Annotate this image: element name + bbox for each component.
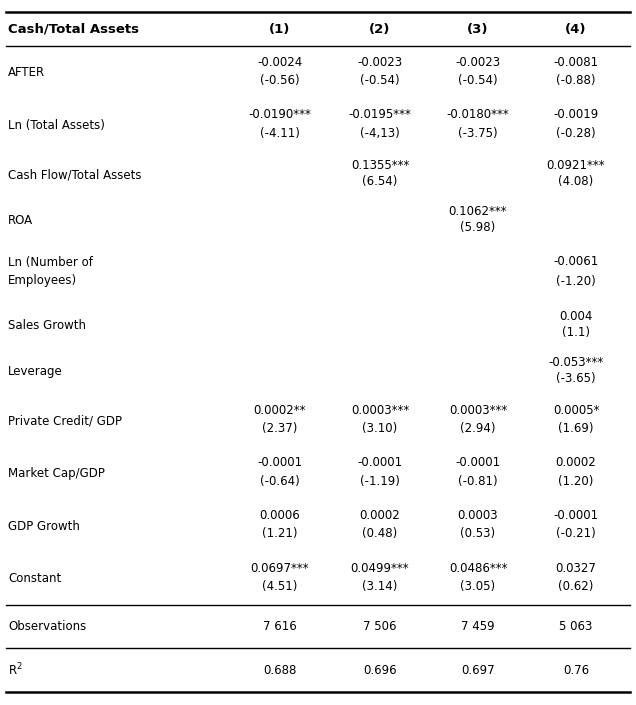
Text: Cash Flow/Total Assets: Cash Flow/Total Assets: [8, 168, 141, 181]
Text: 0.0003***: 0.0003***: [449, 404, 507, 417]
Text: -0.0001: -0.0001: [357, 456, 403, 470]
Text: (-0.21): (-0.21): [556, 527, 596, 541]
Text: (4.51): (4.51): [262, 580, 298, 593]
Text: Employees): Employees): [8, 274, 77, 287]
Text: 7 506: 7 506: [363, 620, 397, 633]
Text: (-0.56): (-0.56): [260, 74, 300, 87]
Text: 0.0002: 0.0002: [359, 509, 401, 522]
Text: (-0.54): (-0.54): [458, 74, 498, 87]
Text: (5.98): (5.98): [460, 221, 495, 234]
Text: 0.76: 0.76: [563, 663, 589, 677]
Text: (-4,13): (-4,13): [360, 127, 400, 140]
Text: (-1.19): (-1.19): [360, 474, 400, 488]
Text: (-4.11): (-4.11): [260, 127, 300, 140]
Text: 0.0697***: 0.0697***: [251, 562, 309, 575]
Text: (1.20): (1.20): [558, 474, 593, 488]
Text: -0.0001: -0.0001: [258, 456, 303, 470]
Text: -0.0001: -0.0001: [553, 509, 598, 522]
Text: 0.0005*: 0.0005*: [553, 404, 599, 417]
Text: (-0.64): (-0.64): [260, 474, 300, 488]
Text: (-3.75): (-3.75): [458, 127, 498, 140]
Text: 7 459: 7 459: [461, 620, 495, 633]
Text: -0.0081: -0.0081: [553, 56, 598, 68]
Text: (-3.65): (-3.65): [556, 372, 596, 385]
Text: (0.48): (0.48): [363, 527, 398, 541]
Text: -0.0023: -0.0023: [455, 56, 501, 68]
Text: 0.1355***: 0.1355***: [351, 159, 409, 172]
Text: (3.10): (3.10): [363, 422, 398, 435]
Text: -0.0024: -0.0024: [258, 56, 303, 68]
Text: (2): (2): [370, 23, 391, 36]
Text: (1.1): (1.1): [562, 326, 590, 339]
Text: 0.688: 0.688: [263, 663, 296, 677]
Text: -0.0180***: -0.0180***: [446, 109, 509, 121]
Text: (-0.54): (-0.54): [360, 74, 400, 87]
Text: (-1.20): (-1.20): [556, 276, 596, 288]
Text: -0.0001: -0.0001: [455, 456, 501, 470]
Text: (4): (4): [565, 23, 587, 36]
Text: (0.62): (0.62): [558, 580, 593, 593]
Text: 0.0002**: 0.0002**: [254, 404, 307, 417]
Text: (1.21): (1.21): [262, 527, 298, 541]
Text: 7 616: 7 616: [263, 620, 297, 633]
Text: R$^2$: R$^2$: [8, 662, 23, 678]
Text: 0.0486***: 0.0486***: [449, 562, 508, 575]
Text: (6.54): (6.54): [363, 175, 398, 188]
Text: 5 063: 5 063: [559, 620, 593, 633]
Text: 0.697: 0.697: [461, 663, 495, 677]
Text: -0.0023: -0.0023: [357, 56, 403, 68]
Text: Cash/Total Assets: Cash/Total Assets: [8, 23, 139, 36]
Text: (2.94): (2.94): [460, 422, 495, 435]
Text: (3): (3): [467, 23, 488, 36]
Text: Private Credit/ GDP: Private Credit/ GDP: [8, 414, 122, 427]
Text: 0.0327: 0.0327: [556, 562, 597, 575]
Text: -0.0061: -0.0061: [553, 255, 598, 268]
Text: (1): (1): [269, 23, 291, 36]
Text: (4.08): (4.08): [558, 175, 593, 188]
Text: 0.0499***: 0.0499***: [350, 562, 410, 575]
Text: Constant: Constant: [8, 572, 61, 585]
Text: -0.053***: -0.053***: [548, 356, 604, 369]
Text: (-0.81): (-0.81): [458, 474, 498, 488]
Text: -0.0019: -0.0019: [553, 109, 598, 121]
Text: ROA: ROA: [8, 214, 33, 227]
Text: 0.004: 0.004: [559, 310, 593, 323]
Text: 0.0003***: 0.0003***: [351, 404, 409, 417]
Text: (-0.88): (-0.88): [556, 74, 596, 87]
Text: (3.05): (3.05): [460, 580, 495, 593]
Text: AFTER: AFTER: [8, 66, 45, 79]
Text: Ln (Number of: Ln (Number of: [8, 256, 93, 269]
Text: (-0.28): (-0.28): [556, 127, 596, 140]
Text: 0.1062***: 0.1062***: [448, 204, 508, 218]
Text: GDP Growth: GDP Growth: [8, 520, 80, 532]
Text: 0.696: 0.696: [363, 663, 397, 677]
Text: 0.0921***: 0.0921***: [547, 159, 605, 172]
Text: Ln (Total Assets): Ln (Total Assets): [8, 119, 105, 132]
Text: 0.0003: 0.0003: [458, 509, 499, 522]
Text: (2.37): (2.37): [262, 422, 298, 435]
Text: -0.0195***: -0.0195***: [349, 109, 411, 121]
Text: (3.14): (3.14): [363, 580, 398, 593]
Text: 0.0006: 0.0006: [259, 509, 300, 522]
Text: Market Cap/GDP: Market Cap/GDP: [8, 467, 105, 480]
Text: (1.69): (1.69): [558, 422, 594, 435]
Text: Observations: Observations: [8, 620, 86, 633]
Text: Leverage: Leverage: [8, 365, 63, 378]
Text: (0.53): (0.53): [460, 527, 495, 541]
Text: -0.0190***: -0.0190***: [249, 109, 312, 121]
Text: Sales Growth: Sales Growth: [8, 319, 86, 332]
Text: 0.0002: 0.0002: [556, 456, 597, 470]
